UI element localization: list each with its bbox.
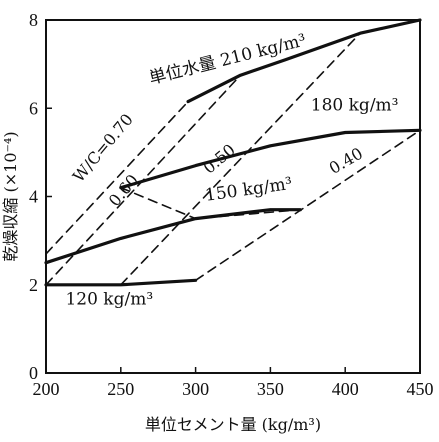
water-content-line-180-kg-m bbox=[119, 128, 422, 190]
wc-line-0-50 bbox=[120, 32, 362, 286]
wc-label-0-40: 0.40 bbox=[326, 144, 366, 178]
wc-line-connector-8 bbox=[120, 186, 302, 220]
wc-label-0-50: 0.50 bbox=[199, 140, 239, 177]
wc-line-w-c-0-70 bbox=[45, 100, 189, 255]
wc-line-0-60 bbox=[45, 74, 242, 286]
wc-line-0-40 bbox=[194, 129, 421, 282]
wc-label-0-60: 0.60 bbox=[105, 171, 142, 211]
x-axis-title: 単位セメント量 (kg/m³) bbox=[145, 415, 321, 434]
y-tick-label-2: 2 bbox=[29, 275, 38, 295]
series-label-120-kg-m: 120 kg/m³ bbox=[65, 290, 153, 310]
x-tick-label-200: 200 bbox=[33, 379, 60, 399]
x-tick-label-350: 350 bbox=[257, 379, 284, 399]
ticks-layer: 200 250 300 350 400 450 0 2 4 6 8 bbox=[29, 10, 434, 399]
y-tick-label-6: 6 bbox=[29, 98, 38, 118]
series-layer bbox=[44, 18, 422, 287]
y-tick-label-0: 0 bbox=[29, 363, 38, 383]
x-tick-label-250: 250 bbox=[107, 379, 134, 399]
series-label-180-kg-m: 180 kg/m³ bbox=[311, 95, 399, 115]
x-tick-label-450: 450 bbox=[407, 379, 434, 399]
y-axis-title: 乾燥収縮 (×10⁻⁴) bbox=[1, 131, 20, 261]
series-label-150-kg-m: 150 kg/m³ bbox=[204, 174, 294, 206]
y-tick-label-8: 8 bbox=[29, 10, 38, 30]
x-tick-label-300: 300 bbox=[182, 379, 209, 399]
x-tick-label-400: 400 bbox=[332, 379, 359, 399]
water-content-line-210-kg-m bbox=[186, 18, 422, 104]
y-tick-label-4: 4 bbox=[29, 187, 38, 207]
